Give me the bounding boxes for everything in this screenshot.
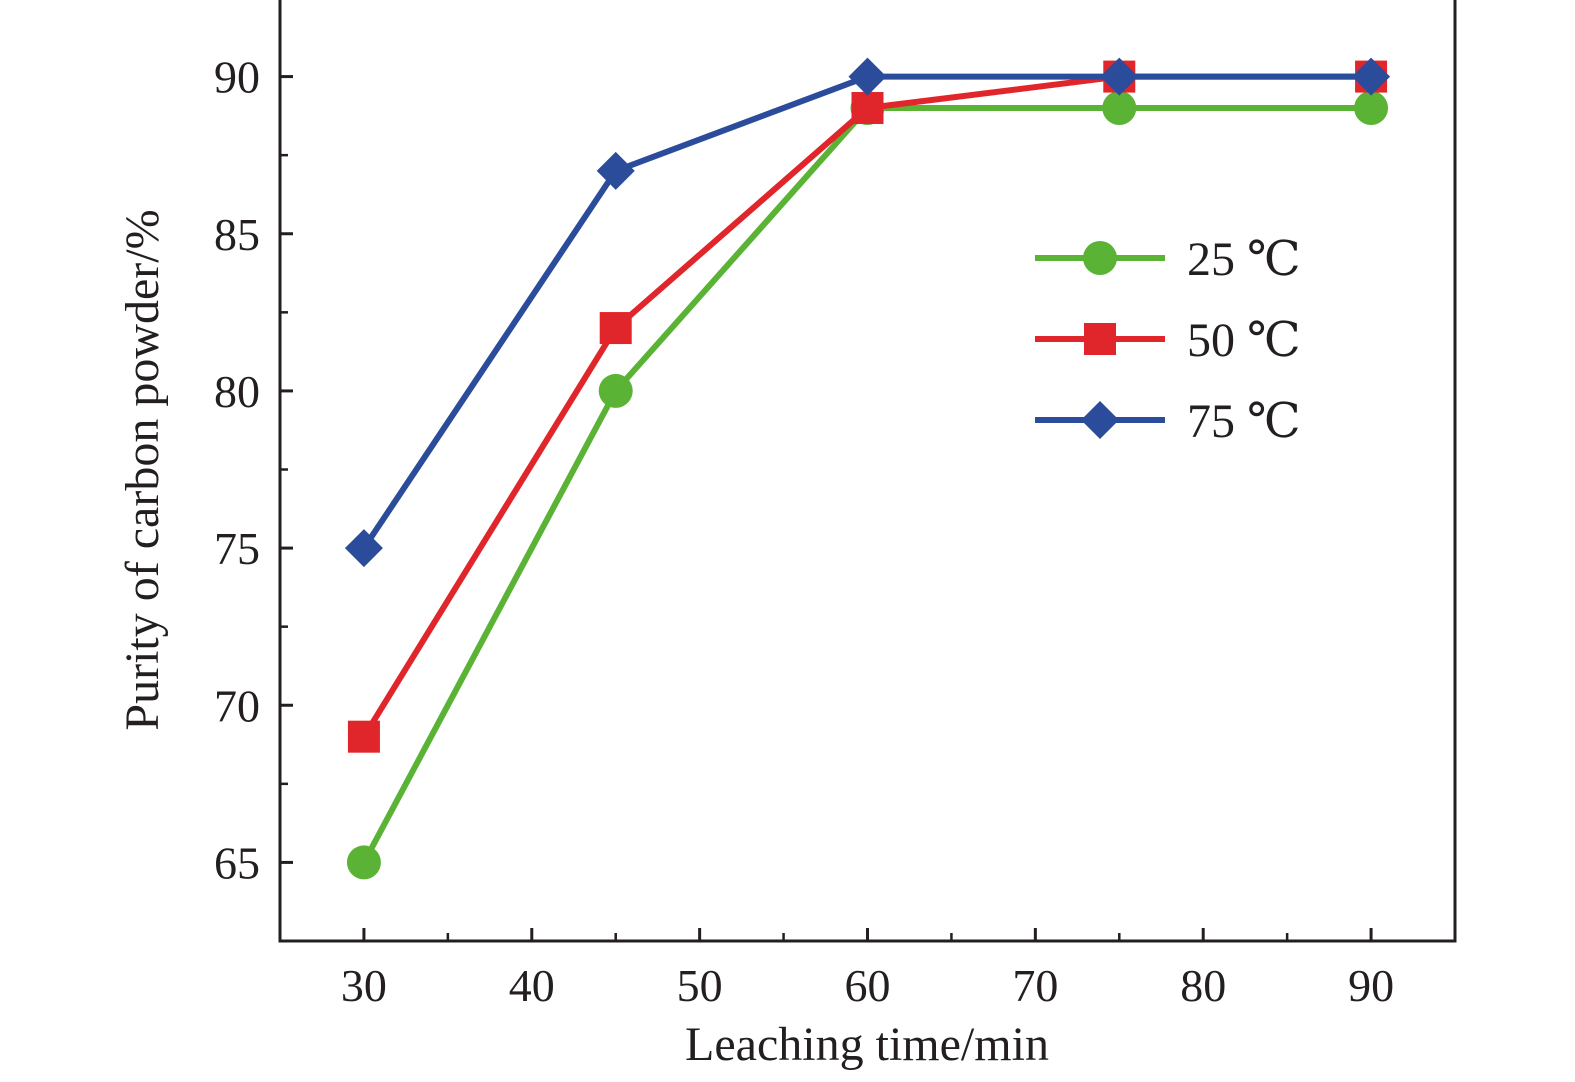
data-point	[347, 720, 380, 753]
legend: 25 ℃ 50 ℃ 75 ℃	[1035, 233, 1301, 448]
series-layer	[344, 57, 1391, 880]
y-tick-label: 90	[214, 52, 260, 103]
data-point	[1352, 57, 1391, 96]
series	[344, 57, 1391, 568]
data-point	[1102, 91, 1137, 126]
data-point	[1354, 91, 1389, 126]
data-point	[599, 312, 632, 345]
data-point	[851, 92, 884, 125]
legend-marker	[1081, 401, 1119, 439]
plot-frame	[278, 0, 1457, 943]
legend-marker	[1083, 241, 1117, 275]
y-axis-ticks: 65 70 75 80 85 90	[214, 52, 293, 888]
data-point	[1100, 57, 1139, 96]
legend-label: 25 ℃	[1187, 233, 1301, 286]
y-axis-title: Purity of carbon powder/%	[116, 209, 169, 730]
legend-label: 75 ℃	[1187, 395, 1301, 448]
legend-marker	[1084, 323, 1116, 355]
y-tick-label: 75	[214, 523, 260, 574]
y-tick-label: 85	[214, 209, 260, 260]
x-tick-label: 60	[845, 960, 891, 1011]
x-tick-label: 40	[509, 960, 555, 1011]
x-tick-label: 70	[1012, 960, 1058, 1011]
y-tick-label: 70	[214, 680, 260, 731]
y-tick-label: 65	[214, 837, 260, 888]
data-point	[344, 529, 383, 568]
legend-item: 25 ℃	[1035, 233, 1301, 286]
data-point	[848, 57, 887, 96]
legend-item: 50 ℃	[1035, 314, 1301, 367]
x-tick-label: 50	[677, 960, 723, 1011]
data-point	[596, 151, 635, 190]
data-point	[598, 373, 633, 408]
x-tick-label: 30	[341, 960, 387, 1011]
x-axis-title: Leaching time/min	[685, 1018, 1049, 1071]
data-point	[346, 845, 381, 880]
y-tick-label: 80	[214, 366, 260, 417]
series-line	[361, 73, 1372, 550]
x-axis-ticks: 30 40 50 60 70 80 90	[341, 928, 1394, 1011]
legend-label: 50 ℃	[1187, 314, 1301, 367]
x-tick-label: 80	[1180, 960, 1226, 1011]
legend-item: 75 ℃	[1035, 395, 1301, 448]
x-tick-label: 90	[1348, 960, 1394, 1011]
series-line	[361, 105, 1372, 864]
series	[346, 91, 1389, 880]
